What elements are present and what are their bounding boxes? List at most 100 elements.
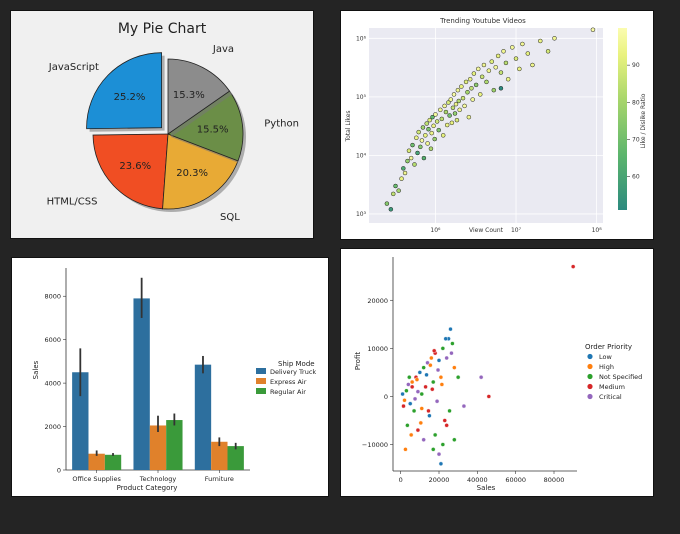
bar <box>149 425 167 470</box>
youtube-point <box>444 122 450 128</box>
youtube-point <box>475 66 481 72</box>
profit-point <box>440 346 446 351</box>
profit-point <box>428 363 433 368</box>
youtube-point <box>388 207 394 212</box>
profit-y-tick: −10000 <box>362 441 388 449</box>
youtube-point <box>406 148 412 154</box>
youtube-point <box>501 49 506 54</box>
youtube-point <box>442 103 447 109</box>
youtube-point <box>457 107 462 113</box>
youtube-point <box>405 158 410 164</box>
pie-slice-label: JavaScript <box>48 62 99 73</box>
profit-point <box>405 423 410 428</box>
profit-point <box>406 382 411 387</box>
profit-x-tick: 60000 <box>505 476 526 484</box>
youtube-point <box>420 125 426 130</box>
youtube-point <box>456 98 462 104</box>
profit-legend-marker <box>587 383 593 390</box>
profit-point <box>417 370 423 375</box>
profit-point <box>448 326 453 332</box>
profit-x-tick: 40000 <box>467 476 488 484</box>
youtube-point <box>471 71 477 76</box>
youtube-point <box>436 127 441 133</box>
youtube-point <box>431 123 436 129</box>
profit-point <box>436 451 442 457</box>
pie-chart: My Pie Chart 25.2% JavaScript 23.6% HTML/CS… <box>47 21 299 223</box>
pie-slice <box>162 133 239 210</box>
youtube-point <box>489 59 494 64</box>
profit-point <box>443 336 448 341</box>
youtube-point <box>449 120 455 126</box>
colorbar <box>618 28 627 210</box>
pie-chart-panel: My Pie Chart 25.2% JavaScript 23.6% HTML/CS… <box>10 10 314 239</box>
youtube-point <box>429 130 434 136</box>
bar-chart-panel: 0 2000 4000 6000 8000 Office Supplies Technolo… <box>11 257 329 497</box>
bar-legend-label: Express Air <box>270 378 307 386</box>
youtube-point <box>454 117 460 123</box>
youtube-point <box>491 87 497 93</box>
profit-point <box>452 437 457 442</box>
youtube-point <box>473 82 479 88</box>
profit-point <box>436 358 442 363</box>
profit-point <box>444 355 449 361</box>
colorbar-label: Like / Dislike Ratio <box>640 93 647 148</box>
youtube-point <box>434 119 440 124</box>
pie-pct-label: 25.2% <box>114 92 146 103</box>
profit-y-label: Profit <box>354 352 362 371</box>
profit-y-tick: 0 <box>384 393 388 401</box>
youtube-point <box>419 138 425 143</box>
youtube-point <box>399 176 404 181</box>
youtube-point <box>432 136 437 142</box>
bar <box>211 441 228 470</box>
profit-point <box>432 432 438 438</box>
profit-legend-label: Medium <box>599 383 625 391</box>
youtube-point <box>484 79 489 85</box>
youtube-point <box>430 114 435 120</box>
profit-point <box>570 264 576 269</box>
profit-point <box>409 432 414 438</box>
colorbar-tick: 60 <box>632 174 640 181</box>
youtube-point <box>538 38 543 44</box>
profit-point <box>447 408 452 414</box>
youtube-point <box>423 133 428 138</box>
youtube-point <box>450 105 456 111</box>
profit-point <box>438 375 444 380</box>
youtube-title: Trending Youtube Videos <box>439 17 526 25</box>
youtube-point <box>415 150 420 156</box>
youtube-point <box>545 49 551 54</box>
youtube-point <box>391 191 396 197</box>
profit-point <box>402 398 407 403</box>
profit-point <box>425 360 430 365</box>
youtube-point <box>503 60 509 66</box>
profit-y-tick: 20000 <box>367 297 388 305</box>
profit-point <box>421 365 426 370</box>
youtube-point <box>455 87 461 93</box>
youtube-point <box>440 133 446 138</box>
bar <box>227 446 244 470</box>
youtube-point <box>427 117 432 123</box>
bar-y-label: Sales <box>32 360 40 379</box>
bar-x-tick: Technology <box>139 475 177 483</box>
profit-point <box>421 437 426 442</box>
profit-point <box>407 375 412 380</box>
youtube-point <box>552 36 557 41</box>
profit-point <box>449 350 454 356</box>
profit-legend-marker <box>587 353 593 360</box>
sales-bar-chart: 0 2000 4000 6000 8000 Office Supplies Technolo… <box>32 268 316 492</box>
youtube-point <box>525 51 531 56</box>
youtube-y-label: Total Likes <box>345 110 352 142</box>
pie-pct-label: 15.5% <box>197 125 229 136</box>
bar-x-tick: Furniture <box>205 475 234 483</box>
bar-legend-title: Ship Mode <box>278 360 315 368</box>
bar-legend-label: Delivery Truck <box>270 368 316 376</box>
youtube-y-tick: 10⁴ <box>356 152 367 159</box>
profit-point <box>444 423 449 428</box>
youtube-point <box>412 162 417 167</box>
bar <box>133 298 150 470</box>
bar-y-tick: 8000 <box>44 293 61 301</box>
youtube-point <box>479 74 485 80</box>
youtube-point <box>393 183 398 189</box>
youtube-y-tick: 10³ <box>356 211 367 218</box>
profit-point <box>435 367 441 373</box>
youtube-point <box>470 97 475 102</box>
